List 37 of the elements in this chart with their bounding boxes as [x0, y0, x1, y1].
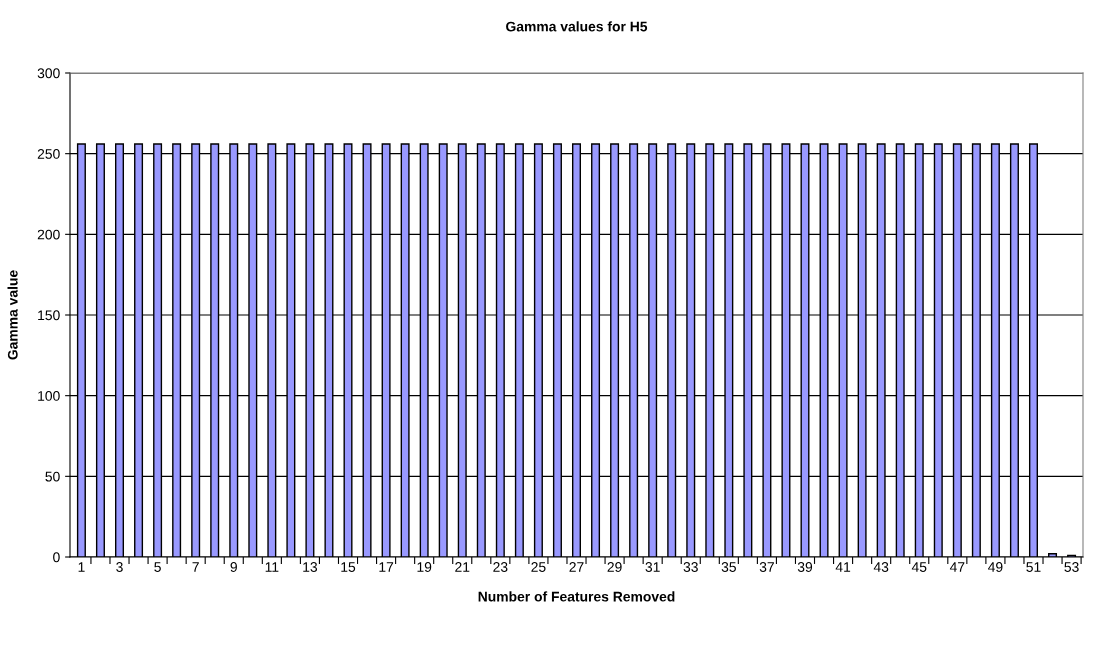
y-tick-label: 100	[38, 391, 60, 401]
x-tick-label: 41	[835, 562, 851, 572]
x-tick-label: 3	[116, 562, 123, 572]
x-tick-label: 25	[531, 562, 546, 572]
x-tick-label: 1	[78, 562, 85, 572]
x-tick-label: 27	[569, 562, 584, 572]
chart-title: Gamma values for H5	[506, 21, 648, 32]
x-tick-label: 35	[721, 562, 736, 572]
x-tick-label: 7	[192, 562, 199, 572]
y-tick-label: 250	[37, 149, 60, 159]
x-tick-label: 11	[265, 562, 279, 572]
y-tick-label: 50	[45, 471, 60, 482]
x-tick-label: 51	[1026, 562, 1041, 572]
y-tick-label: 150	[38, 310, 60, 321]
x-tick-label: 47	[949, 562, 965, 572]
y-axis-title: Gamma value	[7, 270, 18, 360]
x-tick-label: 39	[797, 562, 813, 572]
x-tick-label: 15	[341, 562, 356, 572]
x-tick-label: 21	[455, 562, 470, 572]
x-tick-label: 9	[230, 562, 237, 572]
x-tick-label: 37	[759, 562, 774, 572]
x-tick-label: 43	[873, 562, 889, 572]
y-tick-label: 200	[37, 229, 60, 240]
x-tick-label: 49	[988, 562, 1003, 572]
x-tick-label: 45	[911, 562, 927, 572]
x-tick-label: 31	[645, 562, 660, 572]
x-tick-label: 33	[683, 562, 698, 572]
x-tick-label: 23	[493, 562, 508, 572]
y-tick-label: 300	[37, 68, 60, 79]
x-tick-label: 5	[154, 562, 161, 572]
x-tick-label: 29	[607, 562, 622, 572]
x-tick-label: 13	[303, 562, 318, 572]
x-tick-label: 17	[379, 562, 394, 572]
x-tick-label: 53	[1064, 562, 1079, 572]
x-tick-label: 19	[417, 562, 432, 572]
y-tick-label: 0	[53, 552, 60, 563]
x-axis-title: Number of Features Removed	[478, 591, 675, 602]
